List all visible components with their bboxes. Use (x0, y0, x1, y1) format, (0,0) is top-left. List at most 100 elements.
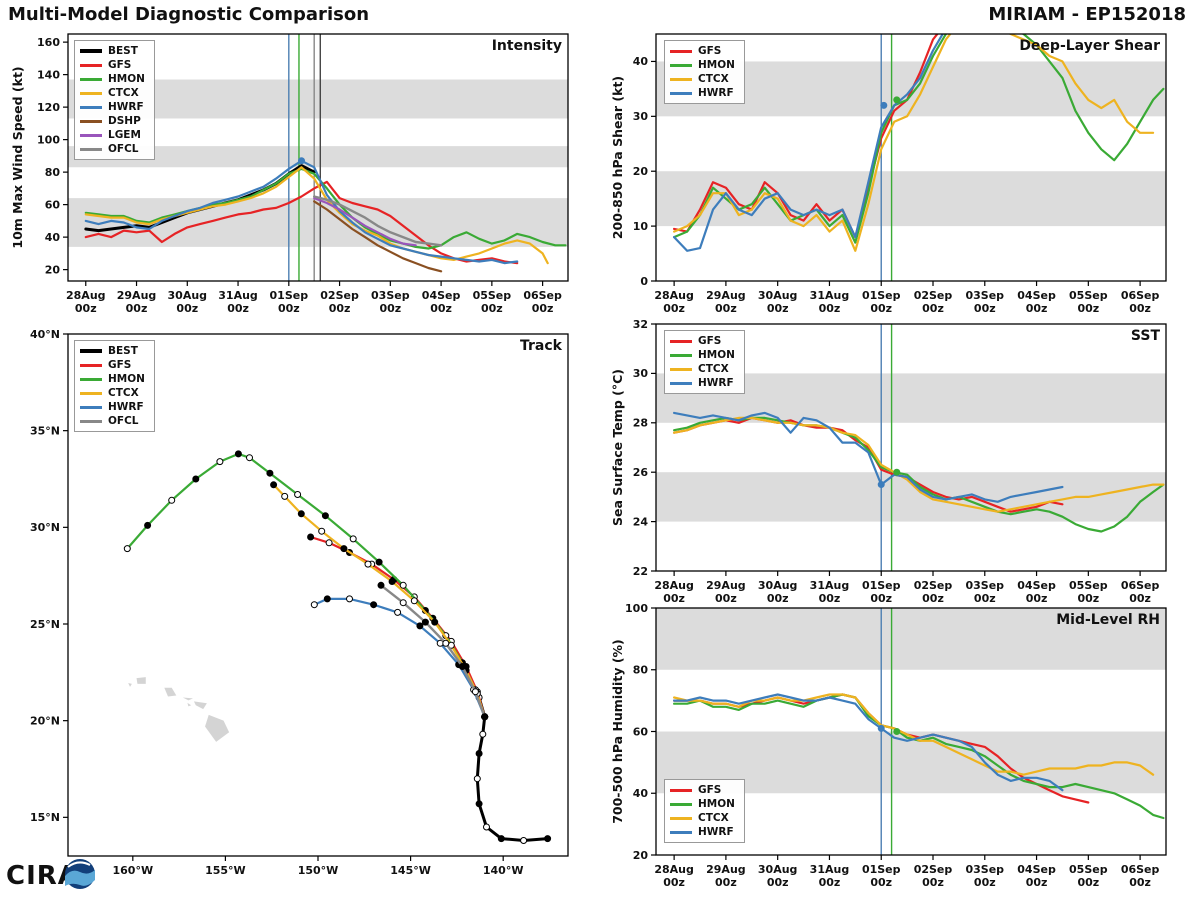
legend-swatch-gfs (80, 63, 102, 67)
position-marker-12z (399, 599, 407, 607)
x-tick-sublabel: 00z (1077, 302, 1099, 315)
x-tick-sublabel: 00z (922, 302, 944, 315)
series-sst-ctcx (672, 416, 1165, 513)
legend-swatch-best (80, 49, 102, 53)
init-marker (877, 481, 885, 489)
legend-swatch-best (80, 349, 102, 353)
legend-item-gfs: GFS (670, 783, 735, 797)
position-marker-12z (471, 688, 479, 696)
y-tick-label: 80 (45, 166, 61, 179)
legend-label: GFS (108, 58, 132, 71)
y-tick-label: 80 (633, 664, 649, 677)
x-tick-sublabel: 00z (1077, 592, 1099, 605)
legend-label: BEST (108, 44, 138, 57)
x-tick-label: 28Aug (654, 289, 694, 302)
series-track-gfs (309, 535, 486, 718)
y-tick-label: 30°N (30, 521, 60, 534)
legend-item-hmon: HMON (670, 58, 735, 72)
x-tick-label: 03Sep (965, 863, 1004, 876)
legend-label: CTCX (698, 362, 729, 375)
legend-swatch-ctcx (80, 91, 102, 95)
x-tick-label: 04Sep (1017, 863, 1056, 876)
legend-item-hmon: HMON (670, 348, 735, 362)
position-marker-00z (458, 663, 466, 670)
position-marker-00z (266, 469, 274, 477)
x-tick-label: 31Aug (810, 579, 850, 592)
legend-item-hmon: HMON (670, 797, 735, 811)
legend-swatch-dshp (80, 119, 102, 123)
x-tick-sublabel: 00z (870, 592, 892, 605)
y-tick-label: 160 (37, 36, 60, 49)
legend-rh: GFS HMON CTCX HWRF (664, 779, 745, 843)
init-marker (880, 101, 888, 109)
init-marker (298, 157, 306, 165)
island-shape (164, 687, 177, 697)
legend-item-hwrf: HWRF (80, 100, 145, 114)
position-marker-00z (481, 713, 489, 721)
legend-label: HMON (698, 348, 735, 361)
legend-label: BEST (108, 344, 138, 357)
y-tick-label: 40 (45, 231, 61, 244)
x-tick-label: 02Sep (914, 863, 953, 876)
legend-label: CTCX (108, 386, 139, 399)
legend-label: HWRF (108, 400, 144, 413)
series-rh-hwrf (672, 693, 1064, 792)
x-tick-label: 29Aug (117, 289, 157, 302)
legend-label: HMON (698, 58, 735, 71)
x-tick-label: 145°W (390, 864, 431, 877)
y-tick-label: 30 (633, 110, 649, 123)
x-tick-sublabel: 00z (715, 302, 737, 315)
legend-label: HWRF (698, 86, 734, 99)
legend-swatch-ofcl (80, 419, 102, 423)
position-marker-00z (544, 835, 552, 843)
sst-panel-title: SST (1130, 328, 1160, 344)
position-marker-12z (216, 458, 224, 466)
x-tick-sublabel: 00z (1129, 592, 1151, 605)
y-tick-label: 30 (633, 367, 649, 380)
position-marker-00z (388, 578, 396, 585)
y-tick-label: 120 (37, 101, 60, 114)
legend-item-hwrf: HWRF (670, 376, 735, 390)
position-marker-00z (375, 558, 383, 566)
series-shear-ctcx (672, 34, 1155, 252)
x-tick-label: 160°W (113, 864, 154, 877)
legend-sst: GFS HMON CTCX HWRF (664, 330, 745, 394)
x-tick-label: 02Sep (320, 289, 359, 302)
y-tick-label: 10 (633, 220, 649, 233)
y-tick-label: 40 (633, 55, 649, 68)
position-marker-12z (281, 492, 289, 500)
x-tick-label: 155°W (205, 864, 246, 877)
legend-swatch-hwrf (670, 91, 692, 95)
y-tick-label: 140 (37, 68, 60, 81)
y-tick-label: 20 (633, 165, 649, 178)
x-tick-label: 03Sep (965, 289, 1004, 302)
x-tick-sublabel: 00z (974, 592, 996, 605)
x-tick-sublabel: 00z (430, 302, 452, 315)
x-tick-sublabel: 00z (75, 302, 97, 315)
series-sst-hwrf (672, 411, 1064, 503)
x-tick-label: 28Aug (654, 863, 694, 876)
position-marker-00z (321, 512, 329, 520)
x-tick-label: 28Aug (66, 289, 106, 302)
legend-item-best: BEST (80, 44, 145, 58)
legend-label: HWRF (698, 825, 734, 838)
series-shear-hmon (672, 34, 1165, 244)
position-marker-00z (475, 800, 483, 808)
x-tick-sublabel: 00z (974, 876, 996, 889)
y-axis-label-sst: Sea Surface Temp (°C) (610, 369, 625, 526)
x-tick-label: 31Aug (810, 863, 850, 876)
y-tick-label: 0 (640, 275, 648, 288)
x-tick-label: 30Aug (758, 579, 798, 592)
cira-logo: CIRA (6, 859, 95, 891)
legend-item-hwrf: HWRF (670, 86, 735, 100)
y-tick-label: 60 (45, 198, 61, 211)
x-tick-label: 150°W (298, 864, 339, 877)
x-tick-label: 05Sep (1069, 579, 1108, 592)
position-marker-00z (144, 521, 152, 529)
series-track-ctcx (272, 483, 486, 718)
x-tick-label: 02Sep (914, 579, 953, 592)
legend-swatch-hwrf (80, 105, 102, 109)
position-marker-12z (294, 491, 302, 498)
